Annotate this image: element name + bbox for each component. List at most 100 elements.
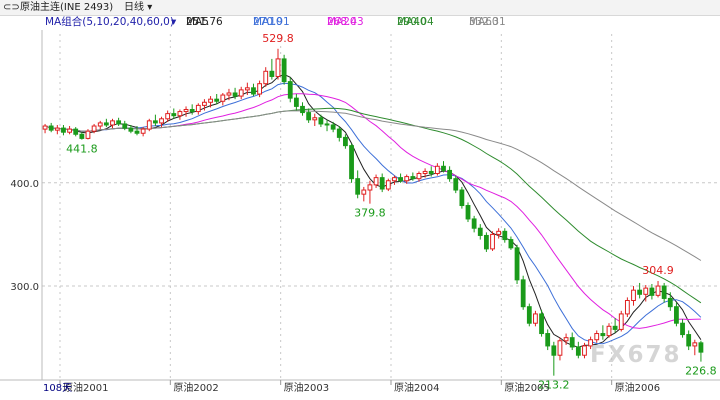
candle xyxy=(447,166,453,182)
candle xyxy=(281,54,287,85)
candle xyxy=(441,161,446,173)
candle xyxy=(61,124,66,136)
candle xyxy=(539,309,544,337)
candle xyxy=(526,303,532,327)
candle xyxy=(103,118,109,128)
candle xyxy=(594,330,600,343)
y-tick-label: 300.0 xyxy=(10,282,39,293)
candle xyxy=(300,102,305,116)
candle xyxy=(85,129,91,140)
candle xyxy=(582,342,587,359)
candle xyxy=(165,110,171,122)
candle xyxy=(533,310,538,327)
candle xyxy=(588,336,594,350)
candle xyxy=(434,163,440,176)
chevron-down-icon[interactable]: ▾ xyxy=(171,16,177,28)
candle xyxy=(159,116,164,128)
candle xyxy=(680,319,685,338)
price-annotation: 213.2 xyxy=(538,379,570,392)
price-annotation: 379.8 xyxy=(354,207,386,220)
candle xyxy=(48,122,54,133)
candle xyxy=(606,323,612,338)
instrument-name[interactable]: 原油主连(INE 2493) xyxy=(20,2,114,13)
candle xyxy=(661,282,667,303)
candle xyxy=(508,236,514,250)
candle xyxy=(238,86,244,100)
candle xyxy=(306,108,312,123)
candle xyxy=(618,310,624,332)
candle xyxy=(312,113,318,127)
axis-layer: 400.0 300.0 原油2001 原油2002 原油2003 原油2004 原油2005… xyxy=(0,30,720,394)
candle xyxy=(692,339,698,356)
candle xyxy=(140,127,146,137)
candle xyxy=(287,77,293,103)
candle xyxy=(496,228,502,239)
candle xyxy=(643,285,649,302)
candle xyxy=(220,92,226,106)
candle xyxy=(367,180,373,204)
price-annotation: 304.9 xyxy=(642,264,674,277)
candle xyxy=(392,175,397,185)
candle xyxy=(453,175,459,194)
candle xyxy=(428,166,434,177)
ma60-line xyxy=(44,110,702,261)
candle xyxy=(146,118,152,132)
candles-layer xyxy=(42,48,704,376)
days-count-label: 108天 xyxy=(43,383,72,394)
candle xyxy=(631,286,636,306)
candle xyxy=(189,104,195,115)
candle xyxy=(655,280,661,298)
candle xyxy=(122,120,128,131)
annotations-layer: 529.8 441.8 379.8 213.2 304.9 226.8 xyxy=(66,32,717,392)
candle xyxy=(263,67,269,87)
candle xyxy=(674,302,679,327)
chevron-down-icon: ▾ xyxy=(147,2,153,13)
watermark-logo: FX678 xyxy=(590,342,682,368)
candle xyxy=(557,337,563,361)
link-icon[interactable]: ⊂⊃ xyxy=(3,2,20,13)
candle xyxy=(269,58,275,80)
candle xyxy=(600,325,606,340)
x-tick-label: 原油2003 xyxy=(284,381,329,394)
x-tick-label: 原油2002 xyxy=(173,381,218,394)
candle xyxy=(563,333,569,345)
candle xyxy=(637,282,643,299)
candle xyxy=(257,80,263,98)
ma40-line xyxy=(44,107,702,304)
candle xyxy=(171,108,177,119)
candle xyxy=(686,330,692,351)
candle xyxy=(569,332,575,351)
candle xyxy=(324,119,330,132)
candle xyxy=(343,134,348,149)
price-annotation: 441.8 xyxy=(66,143,98,156)
price-annotation: 529.8 xyxy=(262,32,294,45)
candle xyxy=(551,341,557,376)
chart-titlebar: ⊂⊃ 原油主连(INE 2493) 日线 ▾ xyxy=(0,0,720,16)
period-selector[interactable]: 日线 ▾ xyxy=(124,0,152,15)
candle xyxy=(355,170,361,199)
candle xyxy=(624,297,630,318)
ma-combo-selector[interactable]: MA组合(5,10,20,40,60,0) xyxy=(45,16,174,28)
candle xyxy=(110,118,115,129)
candle xyxy=(336,126,342,142)
candle xyxy=(698,340,704,362)
candle xyxy=(459,186,465,209)
candle xyxy=(42,123,48,134)
candle xyxy=(134,126,140,136)
candle xyxy=(330,121,336,133)
x-tick-label: 原油2001 xyxy=(63,381,108,394)
candle xyxy=(177,109,183,120)
candle xyxy=(116,117,122,127)
candle xyxy=(67,126,72,135)
candle xyxy=(226,88,232,101)
candle xyxy=(649,283,655,300)
candle xyxy=(398,173,403,183)
candle xyxy=(422,168,428,178)
period-label: 日线 xyxy=(124,2,144,13)
y-tick-label: 400.0 xyxy=(10,179,39,190)
candle xyxy=(349,143,354,183)
candle xyxy=(128,124,134,134)
x-tick-label: 原油2004 xyxy=(394,381,439,394)
candle xyxy=(73,127,79,137)
